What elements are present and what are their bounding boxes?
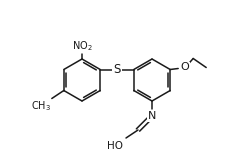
Text: N: N xyxy=(148,111,156,121)
Text: O: O xyxy=(180,63,189,72)
Text: S: S xyxy=(113,63,121,76)
Text: NO$_2$: NO$_2$ xyxy=(72,39,92,53)
Text: HO: HO xyxy=(107,141,123,151)
Text: CH$_3$: CH$_3$ xyxy=(31,100,51,113)
